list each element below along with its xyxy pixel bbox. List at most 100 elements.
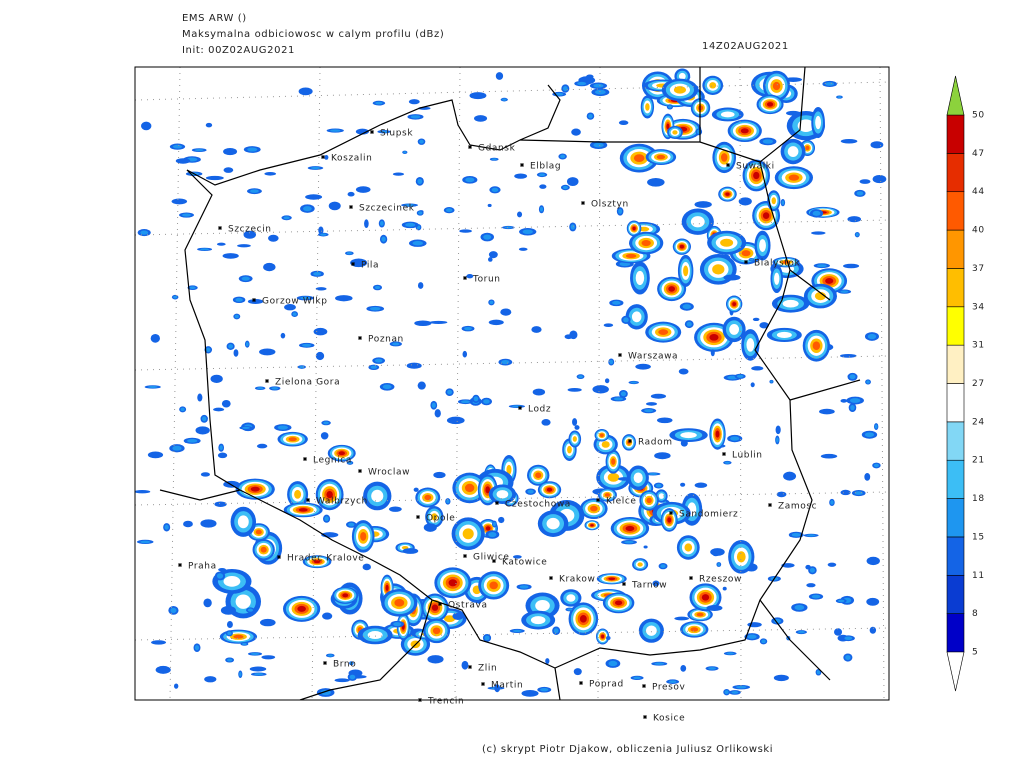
colorbar-tick-label: 15	[972, 532, 985, 542]
echo	[447, 389, 453, 395]
echo	[645, 103, 650, 111]
echo	[517, 211, 523, 218]
echo	[766, 102, 774, 107]
echo	[492, 522, 496, 527]
echo	[776, 491, 787, 498]
echo	[228, 344, 234, 349]
echo	[567, 387, 582, 392]
echo	[570, 224, 575, 230]
echo	[701, 594, 710, 601]
city-marker	[581, 201, 585, 205]
city-label: Krakow	[559, 575, 595, 585]
city-label: Presov	[652, 683, 686, 693]
city-marker	[468, 145, 472, 149]
echo	[571, 128, 581, 136]
echo	[775, 425, 781, 435]
city-label: Zamosc	[778, 502, 817, 512]
echo	[501, 360, 510, 365]
echo	[608, 577, 616, 581]
city-label: Kielce	[606, 497, 637, 507]
echo	[590, 524, 594, 527]
echo	[464, 483, 475, 493]
echo	[601, 441, 610, 448]
echo	[410, 115, 421, 119]
echo	[604, 493, 611, 497]
echo	[216, 242, 226, 246]
echo	[577, 81, 587, 86]
echo	[781, 200, 785, 205]
echo	[522, 229, 533, 235]
echo	[461, 660, 469, 670]
echo	[250, 486, 260, 492]
city-label: Gliwice	[473, 553, 510, 563]
echo	[805, 564, 811, 570]
echo	[783, 471, 797, 481]
colorbar-tick-label: 31	[972, 341, 985, 351]
echo	[680, 432, 697, 439]
echo	[417, 381, 426, 390]
echo	[562, 86, 568, 92]
echo	[223, 167, 234, 173]
echo	[618, 120, 629, 125]
echo	[298, 87, 313, 96]
city-marker	[618, 353, 622, 357]
echo	[313, 327, 328, 336]
echo	[170, 607, 177, 613]
echo	[255, 529, 262, 535]
echo	[620, 391, 627, 397]
city-marker	[416, 515, 420, 519]
echo	[241, 276, 250, 281]
echo	[393, 622, 402, 627]
echo	[613, 397, 624, 401]
echo	[611, 458, 616, 465]
city-marker	[468, 665, 472, 669]
colorbar-tick-label: 8	[972, 609, 978, 619]
echo	[300, 296, 311, 300]
echo	[855, 233, 859, 237]
echo	[652, 580, 660, 587]
echo	[560, 154, 566, 159]
echo	[315, 287, 327, 291]
echo	[782, 299, 799, 308]
echo	[827, 562, 837, 567]
echo	[205, 175, 224, 181]
echo	[546, 517, 560, 530]
echo	[195, 426, 210, 435]
echo	[816, 264, 827, 268]
echo	[569, 330, 578, 340]
echo	[221, 399, 231, 408]
echo	[388, 506, 402, 512]
echo	[720, 238, 734, 247]
echo	[203, 598, 212, 608]
city-marker	[744, 260, 748, 264]
colorbar-tick-label: 34	[972, 302, 985, 312]
city-marker	[518, 406, 522, 410]
echo	[260, 618, 276, 627]
city-label: Szczecinek	[359, 204, 415, 214]
echo	[226, 621, 233, 629]
echo	[633, 472, 643, 484]
echo	[666, 123, 670, 130]
echo	[394, 599, 405, 607]
echo	[684, 543, 693, 552]
echo	[473, 396, 479, 402]
echo	[844, 636, 853, 640]
echo	[724, 690, 729, 695]
echo	[599, 433, 604, 437]
colorbar-segment	[946, 229, 965, 269]
echo	[586, 74, 594, 80]
echo	[151, 640, 167, 645]
echo	[873, 463, 879, 468]
echo	[310, 166, 321, 170]
echo	[725, 192, 730, 196]
echo	[788, 174, 800, 181]
echo	[324, 516, 329, 522]
city-marker	[438, 602, 442, 606]
echo	[429, 320, 448, 325]
echo	[656, 154, 666, 160]
echo	[609, 359, 614, 365]
echo	[637, 562, 643, 567]
echo	[392, 172, 405, 176]
echo	[347, 191, 355, 197]
